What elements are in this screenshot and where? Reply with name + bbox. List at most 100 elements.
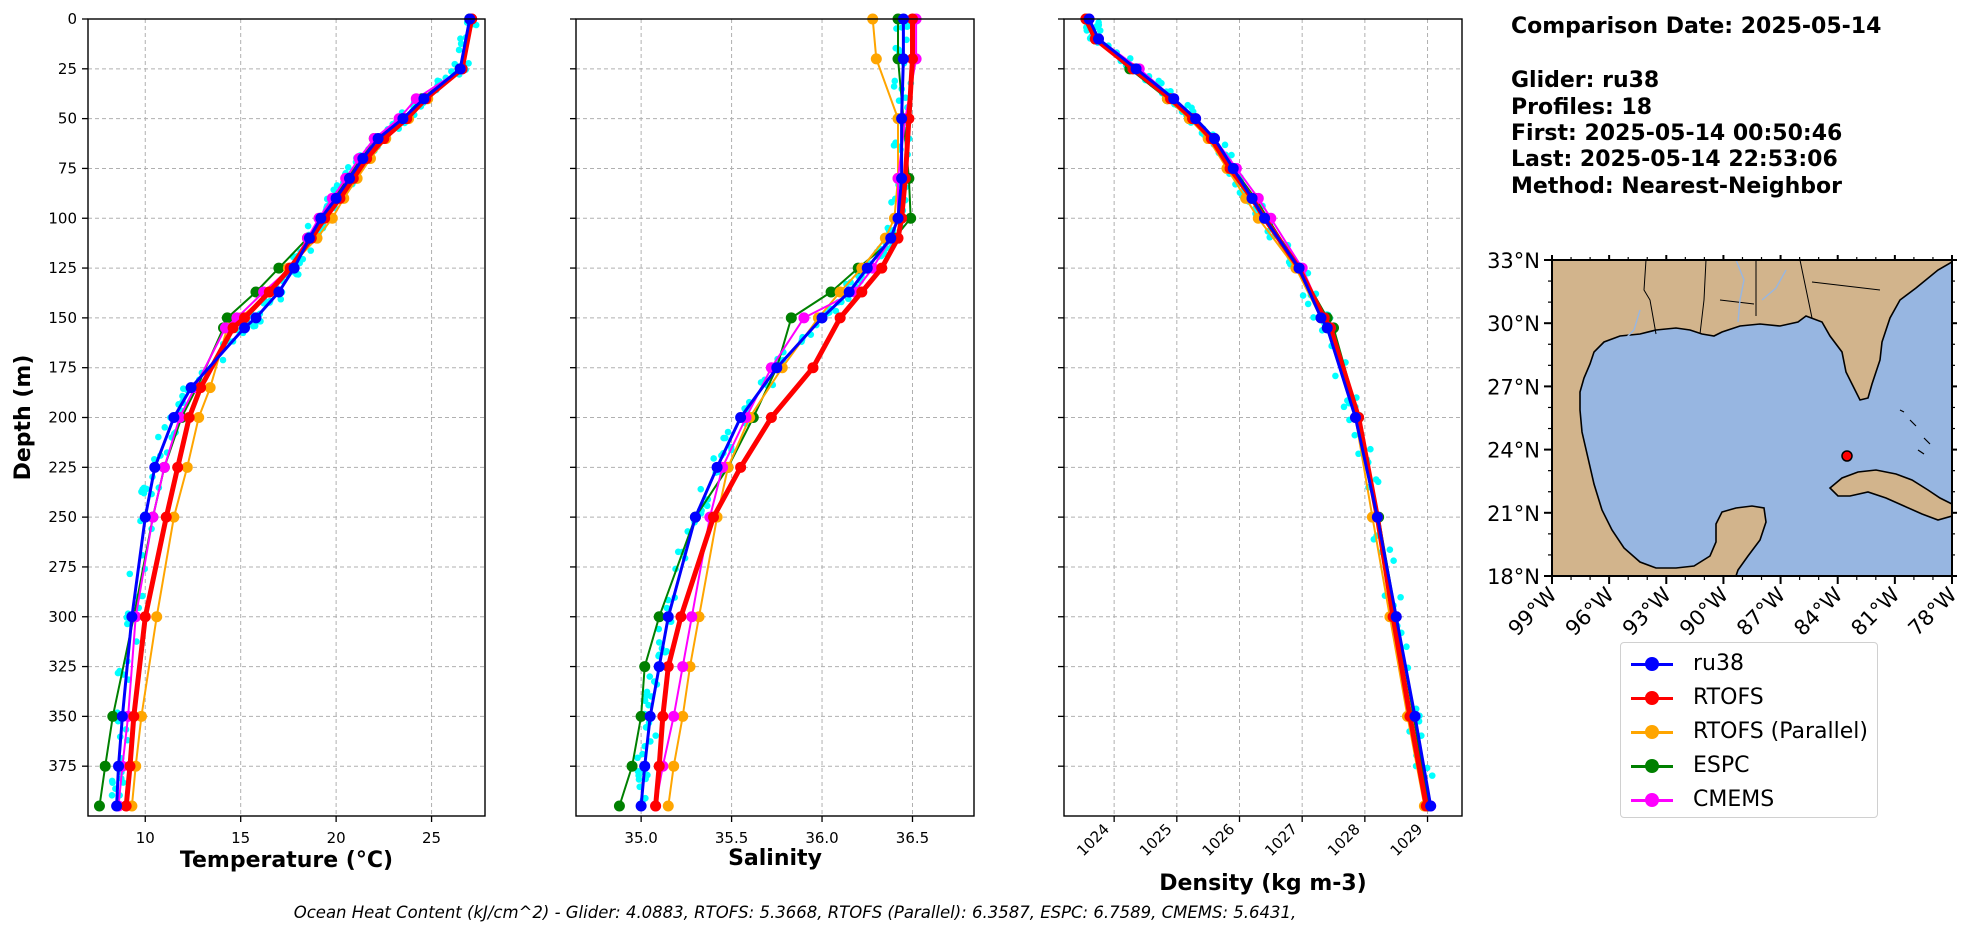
series-point-rtofs bbox=[707, 511, 719, 523]
raw-profile-point bbox=[1299, 292, 1307, 299]
series-point-ru38 bbox=[372, 133, 384, 145]
series-point-rtofs bbox=[834, 312, 846, 324]
series-point-ru38 bbox=[343, 172, 355, 184]
series-point-rtofs-parallel- bbox=[662, 800, 674, 812]
series-point-ru38 bbox=[1390, 611, 1402, 623]
raw-profile-point bbox=[674, 548, 682, 556]
raw-profile-point bbox=[643, 688, 651, 696]
series-point-ru38 bbox=[330, 192, 342, 204]
x-tick-label: 1024 bbox=[1073, 820, 1113, 860]
y-tick-label: 300 bbox=[48, 608, 77, 626]
series-point-cmems bbox=[219, 322, 231, 334]
series-point-rtofs-parallel- bbox=[834, 286, 846, 298]
raw-profile-point bbox=[1374, 478, 1382, 486]
raw-profile-point bbox=[108, 792, 116, 799]
raw-profile-point bbox=[722, 434, 729, 442]
series-point-ru38 bbox=[653, 661, 665, 673]
series-line-cmems bbox=[117, 18, 473, 807]
raw-profile-point bbox=[724, 428, 732, 436]
raw-profile-point bbox=[304, 222, 312, 230]
raw-profile-point bbox=[219, 356, 227, 364]
raw-profile-point bbox=[1428, 772, 1436, 779]
map-lon-label: 99°W bbox=[1504, 582, 1562, 640]
ocean-heat-content-footer: Ocean Heat Content (kJ/cm^2) - Glider: 4… bbox=[293, 903, 1297, 922]
raw-profile-point bbox=[1340, 403, 1348, 411]
map-lat-label: 30°N bbox=[1487, 312, 1540, 336]
series-point-ru38 bbox=[1190, 113, 1202, 125]
x-tick-label: 36.5 bbox=[896, 829, 929, 847]
legend-marker-swatch bbox=[1645, 657, 1659, 671]
series-point-ru38 bbox=[418, 93, 430, 105]
series-point-rtofs bbox=[807, 362, 819, 374]
axes-frame bbox=[87, 18, 486, 817]
raw-profile-point bbox=[344, 164, 352, 171]
map-lon-label: 81°W bbox=[1846, 582, 1904, 640]
series-point-rtofs bbox=[735, 461, 747, 473]
series-point-rtofs bbox=[876, 262, 888, 274]
series-point-rtofs bbox=[239, 312, 251, 324]
series-point-ru38 bbox=[239, 322, 251, 334]
series-point-rtofs-parallel- bbox=[193, 412, 205, 423]
series-line-rtofs-parallel- bbox=[1084, 18, 1426, 807]
raw-profile-point bbox=[634, 754, 641, 762]
series-point-rtofs-parallel- bbox=[151, 611, 163, 623]
y-tick-label: 50 bbox=[58, 110, 77, 128]
series-point-rtofs bbox=[227, 322, 239, 334]
series-point-espc bbox=[905, 212, 917, 224]
map-lon-label: 84°W bbox=[1789, 582, 1847, 640]
series-point-rtofs-parallel- bbox=[204, 382, 216, 394]
cuba-land bbox=[1828, 469, 1952, 521]
series-point-rtofs-parallel- bbox=[168, 511, 180, 523]
series-point-espc bbox=[93, 800, 105, 812]
series-point-ru38 bbox=[885, 232, 897, 244]
map-lat-label: 18°N bbox=[1487, 565, 1540, 589]
raw-profile-point bbox=[465, 59, 472, 67]
map-lon-label: 87°W bbox=[1732, 582, 1790, 640]
series-point-ru38 bbox=[139, 511, 151, 523]
raw-profile-point bbox=[904, 23, 911, 30]
raw-profile-point bbox=[847, 278, 854, 286]
series-point-ru38 bbox=[250, 312, 262, 324]
raw-profile-point bbox=[1096, 27, 1104, 34]
raw-profile-point bbox=[1397, 593, 1404, 601]
legend-marker-swatch bbox=[1645, 725, 1659, 739]
series-point-espc bbox=[273, 262, 285, 274]
raw-profile-point bbox=[652, 732, 660, 739]
state-borders bbox=[1643, 260, 1881, 335]
raw-profile-point bbox=[457, 40, 465, 48]
map-frame bbox=[1551, 259, 1953, 577]
raw-profile-point bbox=[1221, 141, 1229, 149]
series-point-espc bbox=[250, 286, 262, 298]
series-point-ru38 bbox=[113, 760, 125, 772]
north-america-land bbox=[1552, 260, 1952, 576]
series-point-espc bbox=[107, 710, 119, 722]
rivers bbox=[1623, 260, 1787, 341]
map-panel: 99°W 96°W 93°W 90°W 87°W 84°W 81°W 78°W 33°N 30°N… bbox=[1487, 249, 1962, 641]
raw-profile-point bbox=[126, 570, 134, 578]
x-axis-label: Salinity bbox=[728, 846, 822, 871]
map-lon-label: 93°W bbox=[1618, 582, 1676, 640]
x-tick-label: 36.0 bbox=[805, 829, 838, 847]
series-point-ru38 bbox=[1349, 412, 1361, 423]
y-tick-label: 25 bbox=[58, 60, 77, 78]
raw-profile-point bbox=[179, 385, 187, 393]
y-tick-label: 250 bbox=[48, 508, 77, 526]
x-tick-label: 10 bbox=[136, 829, 155, 847]
raw-profile-point bbox=[641, 697, 649, 705]
raw-profile-point bbox=[891, 77, 899, 85]
y-tick-label: 275 bbox=[48, 558, 77, 576]
series-point-ru38 bbox=[273, 286, 285, 298]
series-point-espc bbox=[785, 312, 797, 324]
series-point-ru38 bbox=[1130, 63, 1142, 75]
series-point-ru38 bbox=[711, 461, 723, 473]
series-point-ru38 bbox=[1227, 162, 1239, 174]
glider-text: Glider: ru38 bbox=[1511, 68, 1660, 93]
map-lat-label: 27°N bbox=[1487, 375, 1540, 399]
raw-profile-point bbox=[1228, 151, 1235, 159]
series-point-espc bbox=[639, 661, 651, 673]
legend-label: CMEMS bbox=[1693, 787, 1775, 812]
comparison-date-text: Comparison Date: 2025-05-14 bbox=[1511, 14, 1882, 39]
legend-item: RTOFS bbox=[1631, 683, 1871, 713]
raw-profile-point bbox=[697, 485, 705, 493]
series-point-rtofs-parallel- bbox=[181, 461, 193, 473]
